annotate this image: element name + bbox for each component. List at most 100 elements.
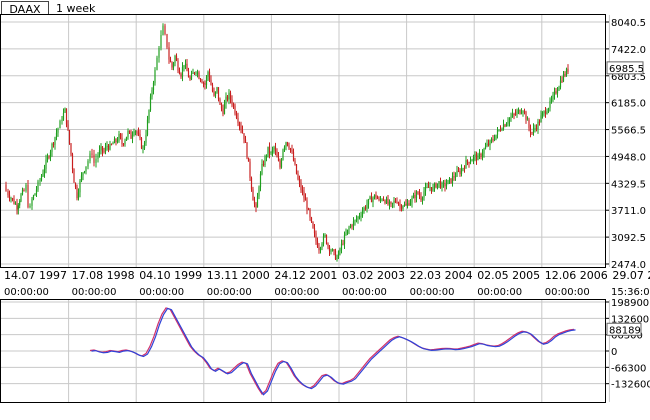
- candle-body: [415, 192, 418, 199]
- candle-body: [100, 146, 102, 151]
- price-tick-label: 6185.0: [611, 99, 646, 110]
- candle-body: [238, 122, 241, 126]
- candle-body: [409, 202, 412, 206]
- price-panel-frame: [0, 14, 606, 268]
- candle-body: [504, 124, 506, 127]
- candle-body: [312, 221, 314, 229]
- candle-body: [145, 134, 147, 143]
- candle-body: [456, 170, 458, 177]
- candle-body: [59, 120, 61, 129]
- candle-body: [477, 155, 479, 161]
- candle-body: [397, 202, 400, 205]
- candle-body: [77, 192, 80, 199]
- candle-body: [438, 181, 440, 184]
- candle-body: [226, 96, 229, 100]
- candle-body: [373, 194, 376, 198]
- price-axis: 8040.5 7422.0 6803.5 6185.0 5566.5 4948.0 4329…: [605, 18, 646, 271]
- candle-body: [112, 143, 114, 145]
- candle-body: [430, 187, 433, 191]
- candle-body: [17, 205, 19, 210]
- candle-body: [211, 84, 214, 92]
- candle-body: [480, 153, 482, 157]
- candle-body: [128, 130, 131, 132]
- candle-body: [324, 234, 326, 237]
- candle-body: [501, 129, 503, 131]
- candle-body: [97, 154, 99, 159]
- candle-body: [454, 176, 457, 178]
- candle-body: [354, 220, 356, 222]
- candle-body: [369, 196, 371, 200]
- price-tick-label: 3092.5: [611, 233, 646, 244]
- candle-body: [133, 131, 135, 136]
- candle-body: [420, 196, 422, 201]
- candle-body: [45, 159, 47, 169]
- candle-body: [391, 202, 394, 204]
- candle-body: [181, 67, 184, 77]
- candle-body: [303, 191, 305, 199]
- candle-body: [502, 124, 505, 130]
- candle-body: [279, 160, 281, 168]
- candle-body: [107, 145, 110, 150]
- candle-body: [517, 109, 520, 112]
- candle-body: [325, 234, 328, 244]
- price-candles: [5, 23, 569, 262]
- candle-body: [538, 121, 541, 123]
- candle-body: [402, 205, 404, 209]
- candle-body: [528, 119, 530, 129]
- candle-body: [184, 63, 187, 66]
- candle-body: [298, 179, 301, 183]
- candle-body: [381, 199, 383, 201]
- candle-body: [149, 96, 152, 111]
- candle-body: [567, 68, 569, 72]
- candle-body: [486, 143, 488, 147]
- indicator-tick-label: 198900: [611, 298, 649, 309]
- candle-body: [367, 199, 370, 205]
- candle-body: [125, 136, 128, 141]
- candle-body: [174, 55, 176, 64]
- candle-body: [259, 174, 262, 188]
- candle-body: [505, 123, 508, 127]
- candle-body: [70, 143, 72, 155]
- candle-body: [271, 149, 274, 153]
- candle-body: [74, 182, 77, 188]
- candle-body: [400, 206, 403, 209]
- candle-body: [52, 143, 55, 145]
- candle-body: [472, 156, 475, 160]
- candle-body: [25, 184, 27, 191]
- candle-body: [393, 200, 395, 203]
- candle-body: [198, 72, 200, 79]
- candle-body: [385, 198, 388, 204]
- candle-body: [146, 119, 149, 135]
- candle-body: [507, 121, 509, 124]
- candle-body: [37, 181, 39, 190]
- candle-body: [55, 132, 58, 138]
- indicator-axis: 198900 132600 66300 0 -66300 -132600 88189: [605, 298, 650, 391]
- candle-body: [196, 72, 199, 74]
- candle-body: [544, 111, 547, 115]
- candle-body: [223, 103, 226, 115]
- candle-body: [187, 71, 190, 78]
- candle-body: [484, 146, 487, 149]
- price-grid: [1, 15, 610, 267]
- candle-body: [516, 111, 518, 115]
- candle-body: [151, 90, 153, 97]
- time-label: 00:00:00: [545, 287, 590, 298]
- candle-body: [336, 257, 338, 260]
- candle-body: [448, 178, 451, 181]
- candle-body: [522, 111, 524, 113]
- candle-body: [427, 186, 430, 188]
- candle-body: [292, 151, 295, 161]
- candle-body: [465, 160, 467, 169]
- date-label: 12.06 2006: [545, 269, 608, 282]
- candle-body: [35, 189, 38, 194]
- period-label[interactable]: 1 week: [56, 2, 96, 15]
- candle-body: [14, 203, 17, 205]
- candle-body: [558, 87, 560, 91]
- candle-body: [300, 182, 302, 190]
- candle-body: [372, 197, 374, 203]
- candle-body: [49, 151, 52, 158]
- candle-body: [264, 156, 266, 166]
- candle-body: [426, 186, 428, 188]
- candle-body: [175, 55, 178, 61]
- candle-body: [382, 199, 385, 201]
